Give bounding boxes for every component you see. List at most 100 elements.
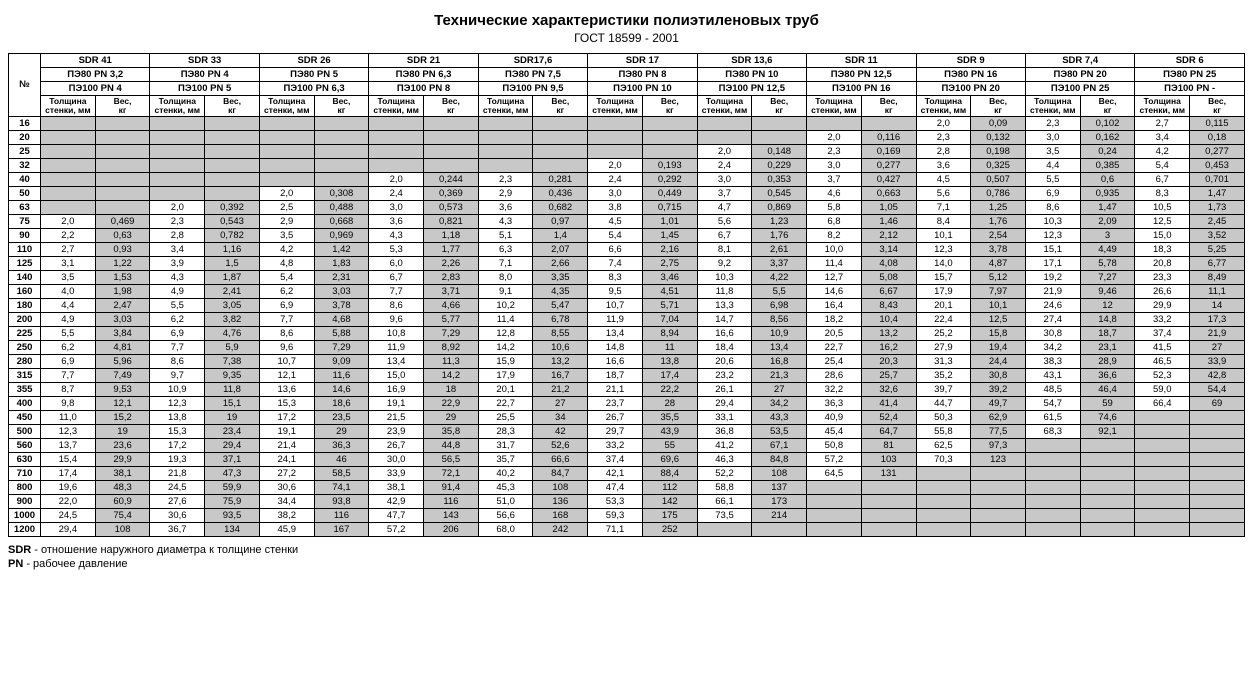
thickness-cell: 4,6: [807, 186, 862, 200]
weight-cell: 88,4: [642, 466, 697, 480]
weight-cell: 12,5: [971, 312, 1026, 326]
weight-cell: 49,7: [971, 396, 1026, 410]
thickness-cell: 34,2: [1025, 340, 1080, 354]
thickness-cell: 10,1: [916, 228, 971, 242]
weight-cell: 67,1: [752, 438, 807, 452]
weight-cell: 92,1: [1080, 424, 1135, 438]
weight-cell: 0,392: [205, 200, 260, 214]
thickness-cell: 41,2: [697, 438, 752, 452]
weight-cell: 142: [642, 494, 697, 508]
weight-header: Вес,кг: [314, 96, 369, 117]
empty-cell: [150, 130, 205, 144]
thickness-cell: 6,9: [41, 354, 96, 368]
weight-cell: 15,1: [205, 396, 260, 410]
weight-cell: 0,507: [971, 172, 1026, 186]
thickness-cell: 7,4: [588, 256, 643, 270]
thickness-cell: 4,7: [697, 200, 752, 214]
thickness-cell: 3,1: [41, 256, 96, 270]
weight-cell: 0,102: [1080, 116, 1135, 130]
thickness-cell: 15,7: [916, 270, 971, 284]
thickness-cell: 19,3: [150, 452, 205, 466]
weight-cell: 58,5: [314, 466, 369, 480]
empty-cell: [916, 522, 971, 536]
table-row: 2255,53,846,94,768,65,8810,87,2912,88,55…: [9, 326, 1245, 340]
empty-cell: [971, 480, 1026, 494]
thickness-cell: 2,0: [259, 186, 314, 200]
weight-header: Вес,кг: [1080, 96, 1135, 117]
weight-cell: 13,4: [752, 340, 807, 354]
weight-header: Вес,кг: [752, 96, 807, 117]
weight-cell: 143: [424, 508, 479, 522]
empty-cell: [916, 480, 971, 494]
thickness-cell: 5,1: [478, 228, 533, 242]
thickness-cell: 36,8: [697, 424, 752, 438]
thickness-cell: 2,0: [807, 130, 862, 144]
empty-cell: [1025, 466, 1080, 480]
diameter-cell: 355: [9, 382, 41, 396]
thickness-cell: 42,1: [588, 466, 643, 480]
thickness-cell: 10,3: [697, 270, 752, 284]
sdr-header: SDR 7,4: [1025, 54, 1134, 68]
empty-cell: [1025, 508, 1080, 522]
thickness-cell: 45,4: [807, 424, 862, 438]
weight-cell: 10,1: [971, 298, 1026, 312]
weight-cell: 3,71: [424, 284, 479, 298]
page-title: Технические характеристики полиэтиленовы…: [8, 12, 1245, 29]
thickness-cell: 6,2: [259, 284, 314, 298]
thickness-cell: 61,5: [1025, 410, 1080, 424]
weight-cell: 2,83: [424, 270, 479, 284]
weight-cell: 38,1: [95, 466, 150, 480]
thickness-header: Толщинастенки, мм: [150, 96, 205, 117]
weight-cell: 28,9: [1080, 354, 1135, 368]
pe100-header: ПЭ100 PN 4: [41, 82, 150, 96]
thickness-cell: 12,8: [478, 326, 533, 340]
thickness-cell: 2,0: [369, 172, 424, 186]
table-row: 80019,648,324,559,930,674,138,191,445,31…: [9, 480, 1245, 494]
weight-cell: 46: [314, 452, 369, 466]
pe80-header: ПЭ80 PN 3,2: [41, 68, 150, 82]
empty-cell: [971, 522, 1026, 536]
weight-cell: 0,198: [971, 144, 1026, 158]
thickness-cell: 20,8: [1135, 256, 1190, 270]
thickness-cell: 3,0: [697, 172, 752, 186]
thickness-cell: 21,9: [1025, 284, 1080, 298]
weight-cell: 62,9: [971, 410, 1026, 424]
empty-cell: [533, 130, 588, 144]
weight-cell: 2,47: [95, 298, 150, 312]
thickness-cell: 48,5: [1025, 382, 1080, 396]
thickness-cell: 3,5: [41, 270, 96, 284]
empty-cell: [205, 172, 260, 186]
thickness-cell: 14,7: [697, 312, 752, 326]
weight-cell: 0,277: [861, 158, 916, 172]
empty-cell: [478, 158, 533, 172]
thickness-cell: 11,8: [697, 284, 752, 298]
diameter-cell: 800: [9, 480, 41, 494]
weight-cell: 29: [314, 424, 369, 438]
weight-cell: 16,7: [533, 368, 588, 382]
empty-cell: [1135, 424, 1190, 438]
thickness-cell: 6,7: [369, 270, 424, 284]
empty-cell: [1080, 508, 1135, 522]
thickness-cell: 2,7: [41, 242, 96, 256]
thickness-cell: 21,4: [259, 438, 314, 452]
thickness-cell: 2,3: [807, 144, 862, 158]
diameter-cell: 225: [9, 326, 41, 340]
weight-cell: 17,3: [1190, 312, 1245, 326]
weight-cell: 0,385: [1080, 158, 1135, 172]
thickness-cell: 50,8: [807, 438, 862, 452]
empty-cell: [1190, 466, 1245, 480]
weight-cell: 3,05: [205, 298, 260, 312]
thickness-cell: 2,3: [150, 214, 205, 228]
thickness-cell: 11,4: [478, 312, 533, 326]
weight-cell: 173: [752, 494, 807, 508]
diameter-cell: 500: [9, 424, 41, 438]
weight-cell: 1,76: [752, 228, 807, 242]
thickness-cell: 3,0: [588, 186, 643, 200]
weight-cell: 5,71: [642, 298, 697, 312]
weight-cell: 4,22: [752, 270, 807, 284]
thickness-cell: 21,8: [150, 466, 205, 480]
weight-cell: 1,18: [424, 228, 479, 242]
weight-cell: 3: [1080, 228, 1135, 242]
thickness-cell: 10,7: [259, 354, 314, 368]
weight-cell: 6,98: [752, 298, 807, 312]
